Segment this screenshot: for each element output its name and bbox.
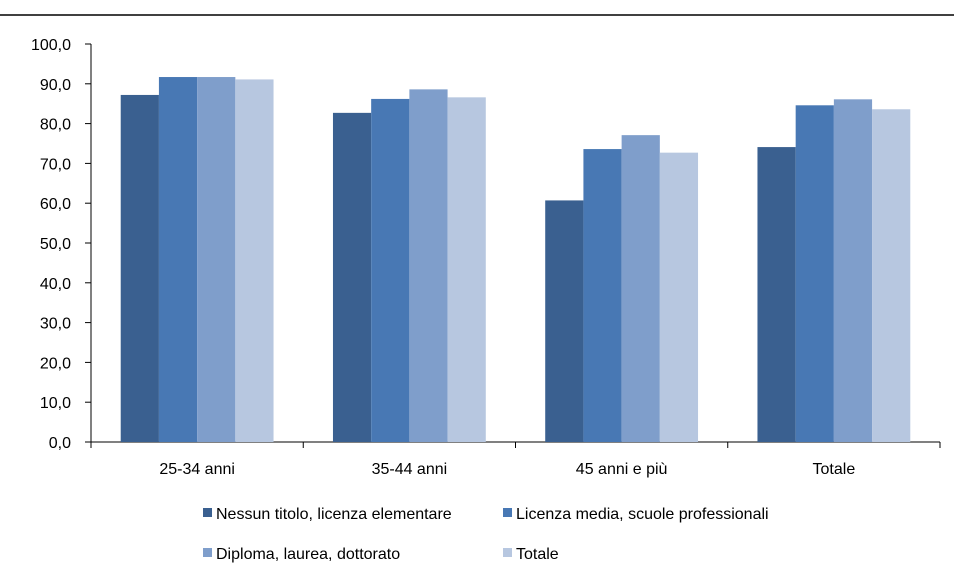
- bar: [332, 112, 372, 442]
- y-tick-label: 0,0: [49, 435, 71, 452]
- bar: [120, 94, 159, 442]
- x-tick-label: 35-44 anni: [372, 461, 448, 478]
- bar: [545, 200, 584, 442]
- bar: [833, 99, 873, 443]
- bars: [120, 77, 911, 443]
- bar: [158, 77, 198, 442]
- y-tick-label: 60,0: [40, 196, 71, 213]
- y-tick-label: 20,0: [40, 355, 71, 372]
- bar: [659, 152, 699, 443]
- bar: [795, 105, 834, 443]
- legend-swatch: [503, 548, 512, 557]
- legend-label: Nessun titolo, licenza elementare: [216, 506, 452, 523]
- legend-label: Licenza media, scuole professionali: [516, 506, 769, 523]
- y-axis: 0,0 10,0 20,0 30,0 40,0 50,0 60,0 70,0 80,0 90,0 1…: [31, 37, 92, 452]
- y-tick-label: 30,0: [40, 316, 71, 333]
- bar: [235, 79, 274, 442]
- y-tick-label: 100,0: [31, 37, 71, 54]
- x-tick-label: Totale: [813, 461, 856, 478]
- legend-label: Totale: [516, 546, 559, 563]
- bar: [757, 147, 796, 442]
- x-axis: 25-34 anni 35-44 anni 45 anni e più Totale: [90, 441, 941, 478]
- bar: [583, 149, 622, 442]
- x-tick-label: 25-34 anni: [159, 461, 235, 478]
- y-tick-label: 40,0: [40, 276, 71, 293]
- y-tick-label: 90,0: [40, 77, 71, 94]
- x-tick-label: 45 anni e più: [576, 461, 668, 478]
- bar: [371, 98, 410, 442]
- y-tick-label: 50,0: [40, 236, 71, 253]
- bar: [872, 109, 911, 442]
- bar: [621, 135, 660, 442]
- y-tick-label: 70,0: [40, 156, 71, 173]
- legend: Nessun titolo, licenza elementare Licenza…: [203, 506, 769, 563]
- y-tick-label: 80,0: [40, 117, 71, 134]
- bar: [447, 97, 486, 442]
- y-tick-label: 10,0: [40, 395, 71, 412]
- legend-label: Diploma, laurea, dottorato: [216, 546, 400, 563]
- legend-swatch: [203, 508, 212, 517]
- bar: [409, 89, 448, 442]
- legend-swatch: [203, 548, 212, 557]
- legend-swatch: [503, 508, 512, 517]
- bar: [197, 77, 236, 442]
